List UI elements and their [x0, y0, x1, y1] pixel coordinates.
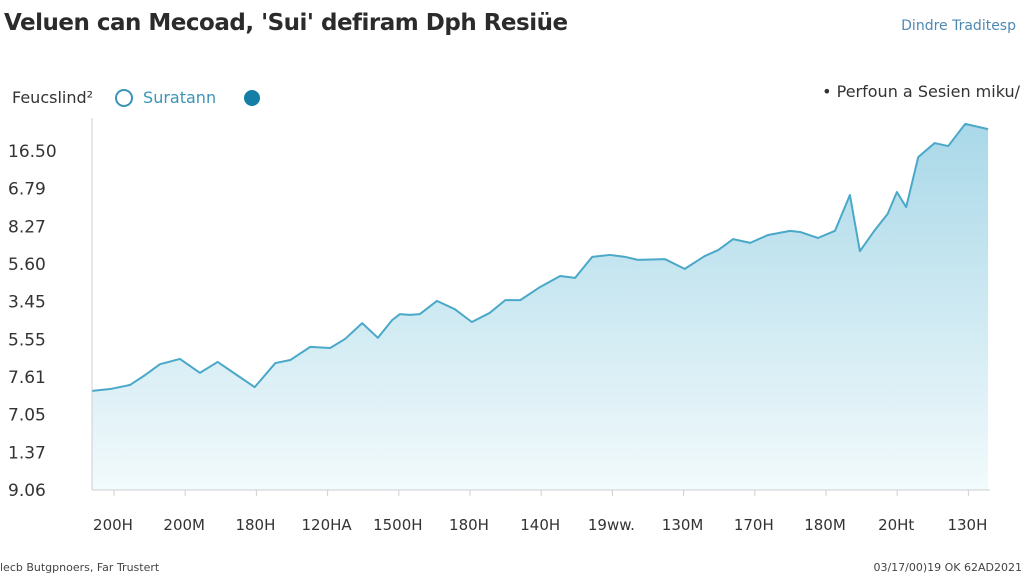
y-tick-label: 5.60: [8, 255, 46, 275]
y-tick-label: 1.37: [8, 443, 46, 463]
y-tick-label: 9.06: [8, 481, 46, 501]
x-tick-label: 1500H: [373, 516, 422, 534]
footer-date: 03/17/00)19 OK 62AD2021: [873, 561, 1022, 574]
legend-dot-icon[interactable]: [244, 89, 261, 106]
y-tick-label: 8.27: [8, 217, 46, 237]
x-tick-label: 130H: [947, 516, 987, 534]
x-tick-label: 180M: [804, 516, 846, 534]
series-line: [92, 122, 989, 392]
chart-title: Veluen can Mecoad, 'Sui' defiram Dph Res…: [4, 10, 568, 36]
y-tick-label: 7.61: [8, 368, 46, 388]
x-tick-label: 130M: [662, 516, 704, 534]
legend: Feucslind² Suratann: [12, 88, 261, 107]
x-tick-label: 140H: [520, 516, 560, 534]
x-tick-label: 200M: [163, 516, 205, 534]
x-tick-label: 20Ht: [878, 516, 914, 534]
legend-ring-icon[interactable]: [115, 88, 134, 107]
area-fill: [92, 123, 989, 491]
x-tick-label: 120HA: [302, 516, 353, 534]
x-tick-label: 180H: [449, 516, 489, 534]
legend-label-2: Suratann: [143, 88, 217, 107]
x-tick-label: 170H: [734, 516, 774, 534]
y-tick-label: 7.05: [8, 406, 46, 426]
y-tick-label: 16.50: [8, 142, 57, 162]
x-tick-label: 19ww.: [588, 516, 635, 534]
legend-label-1: Feucslind²: [12, 88, 94, 107]
header-link[interactable]: Dindre Traditesp: [901, 18, 1016, 34]
x-tick-label: 180H: [235, 516, 275, 534]
chart-note: • Perfoun a Sesien miku/: [822, 82, 1020, 101]
y-tick-label: 5.55: [8, 330, 46, 350]
y-tick-label: 3.45: [8, 293, 46, 313]
x-tick-label: 200H: [93, 516, 133, 534]
footer-source: lecb Butgpnoers, Far Trustert: [0, 561, 160, 574]
y-tick-label: 6.79: [8, 180, 46, 200]
